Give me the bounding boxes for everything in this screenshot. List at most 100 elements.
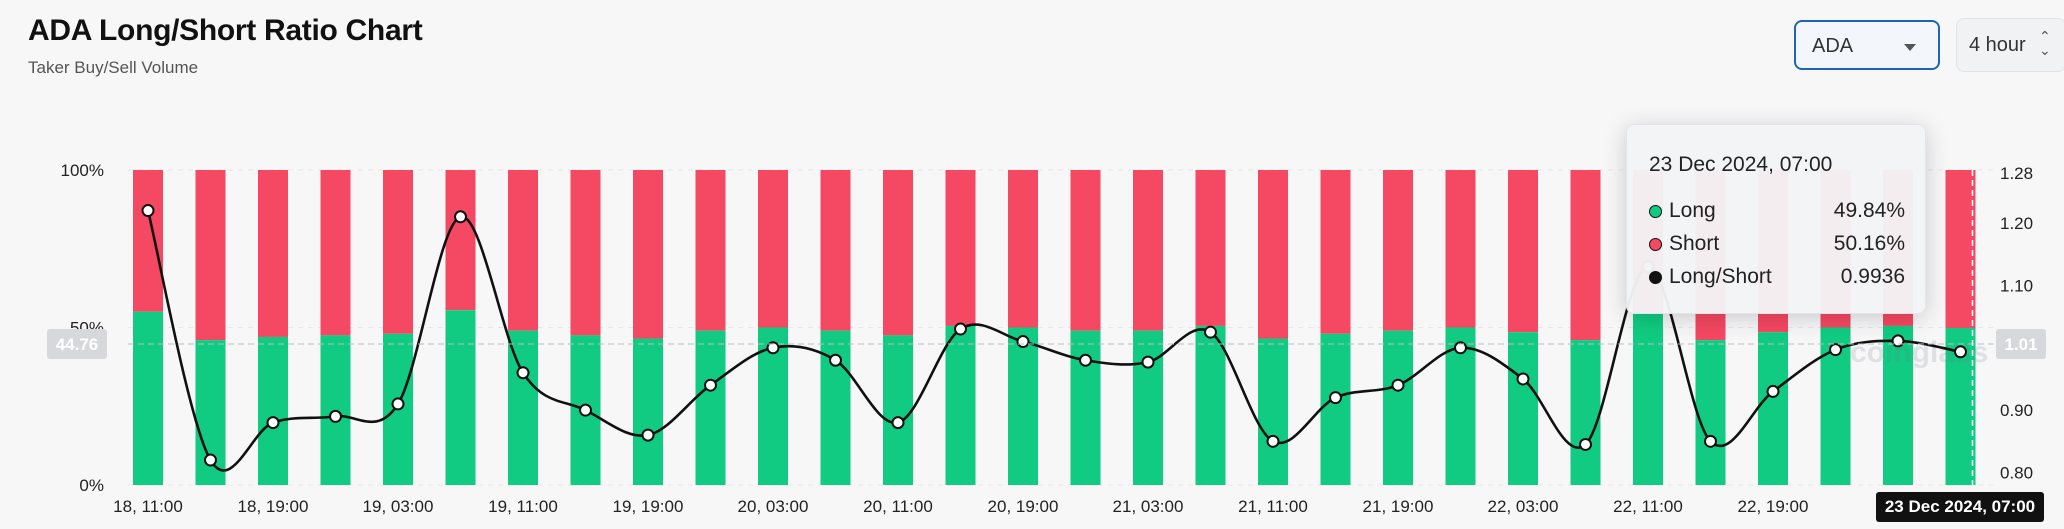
x-tick-label: 20, 11:00 (863, 497, 933, 516)
y-right-tick-label: 1.10 (2000, 276, 2033, 295)
long-bar (1133, 330, 1163, 485)
tooltip-row-long: Long 49.84% (1649, 199, 1905, 225)
short-bar (1070, 170, 1101, 331)
interval-select[interactable]: 4 hour ⌃ ⌄ (1956, 18, 2064, 72)
short-bar (570, 170, 601, 336)
crosshair-left-value: 44.76 (56, 335, 99, 354)
short-bar (133, 170, 163, 312)
x-tick-label: 19, 11:00 (488, 497, 558, 516)
short-legend-dot-icon (1649, 238, 1662, 251)
short-bar (945, 170, 976, 326)
short-bar (1133, 170, 1163, 331)
long-bar (508, 330, 538, 485)
long-bar (1633, 311, 1663, 485)
x-tick-label: 21, 19:00 (1363, 497, 1434, 516)
symbol-select-value: ADA (1812, 35, 1854, 57)
crosshair-right-badge (1996, 329, 2046, 360)
short-bar (1570, 170, 1601, 341)
long-bar (945, 325, 976, 485)
short-bar (1195, 170, 1226, 326)
ratio-point (954, 322, 967, 336)
long-bar (1695, 340, 1726, 485)
ratio-point (579, 403, 592, 417)
ratio-point (1516, 372, 1530, 386)
long-bar (1758, 332, 1788, 485)
ratio-point (329, 409, 342, 423)
y-right-tick-label: 1.20 (2000, 214, 2033, 233)
symbol-select[interactable]: ADA (1794, 20, 1940, 70)
x-tick-label: 22, 19:00 (1738, 497, 1809, 516)
short-bar (758, 170, 788, 328)
ratio-point (454, 210, 467, 224)
short-bar (445, 170, 476, 311)
ratio-point (1766, 384, 1780, 398)
crosshair-left-badge (47, 329, 107, 360)
long-bar (695, 330, 726, 485)
ratio-point (1579, 437, 1592, 451)
ratio-point (391, 397, 405, 411)
tooltip-row-short: Short 50.16% (1649, 232, 1905, 258)
ratio-point (891, 416, 905, 430)
short-bar (883, 170, 913, 336)
x-tick-label: 21, 03:00 (1113, 497, 1184, 516)
short-bar (820, 170, 851, 331)
short-bar (1320, 170, 1351, 334)
tooltip-label: Short (1669, 232, 1720, 255)
crosshair: 44.76 1.01 (47, 170, 2046, 485)
ratio-point (829, 353, 842, 367)
short-bar (695, 170, 726, 331)
ratio-point (1141, 355, 1155, 369)
short-bar (195, 170, 226, 341)
y-right-tick-label: 0.90 (2000, 401, 2033, 420)
short-bar (320, 170, 351, 336)
ratio-point (1204, 325, 1217, 339)
ratio-point (1016, 335, 1030, 349)
long-bar (258, 336, 288, 485)
y-right-tick-label: 0.80 (2000, 464, 2033, 483)
short-bar (508, 170, 538, 331)
short-bar (1008, 170, 1038, 328)
ratio-point (1391, 378, 1405, 392)
long-bar (1195, 325, 1226, 485)
short-bar (383, 170, 413, 334)
long-bar (1508, 332, 1538, 485)
chart-tooltip: 23 Dec 2024, 07:00 Long 49.84% Short 50.… (1626, 124, 1926, 314)
tooltip-label: Long (1669, 199, 1716, 222)
up-down-chevron-icon: ⌃ ⌄ (2039, 28, 2051, 58)
x-tick-label: 20, 19:00 (988, 497, 1059, 516)
ratio-point (1954, 345, 1967, 359)
y-left-tick-label: 100% (61, 161, 104, 180)
ratio-line-layer (141, 204, 1967, 472)
tooltip-label: Long/Short (1669, 265, 1772, 288)
long-bar (633, 338, 663, 485)
x-tick-label: 20, 03:00 (738, 497, 809, 516)
ratio-point (766, 341, 780, 355)
short-bar (633, 170, 663, 339)
ratio-point (1079, 353, 1092, 367)
long-bar (1258, 338, 1288, 485)
long-bar (1008, 327, 1038, 485)
short-bar (258, 170, 288, 337)
ratio-point (204, 453, 217, 467)
tooltip-row-ratio: Long/Short 0.9936 (1649, 265, 1905, 291)
ratio-point (1454, 341, 1467, 355)
x-tick-label: 18, 11:00 (113, 497, 183, 516)
ratio-point (1704, 434, 1717, 448)
x-tick-label: 21, 11:00 (1238, 497, 1308, 516)
ratio-point (516, 366, 530, 380)
interval-select-value: 4 hour (1969, 34, 2026, 56)
short-bar (1383, 170, 1413, 331)
short-bar (1445, 170, 1476, 328)
chevron-down-icon (1904, 44, 1916, 51)
y-right-tick-label: 1.28 (2000, 164, 2033, 183)
short-bar (1945, 170, 1976, 329)
long-bar (1883, 325, 1913, 485)
page-subtitle: Taker Buy/Sell Volume (28, 58, 199, 77)
long-legend-dot-icon (1649, 205, 1662, 218)
ratio-point (641, 428, 655, 442)
x-tick-label: 22, 03:00 (1488, 497, 1559, 516)
short-bar (1508, 170, 1538, 333)
x-tick-label: 19, 19:00 (613, 497, 684, 516)
long-bar (1570, 340, 1601, 485)
